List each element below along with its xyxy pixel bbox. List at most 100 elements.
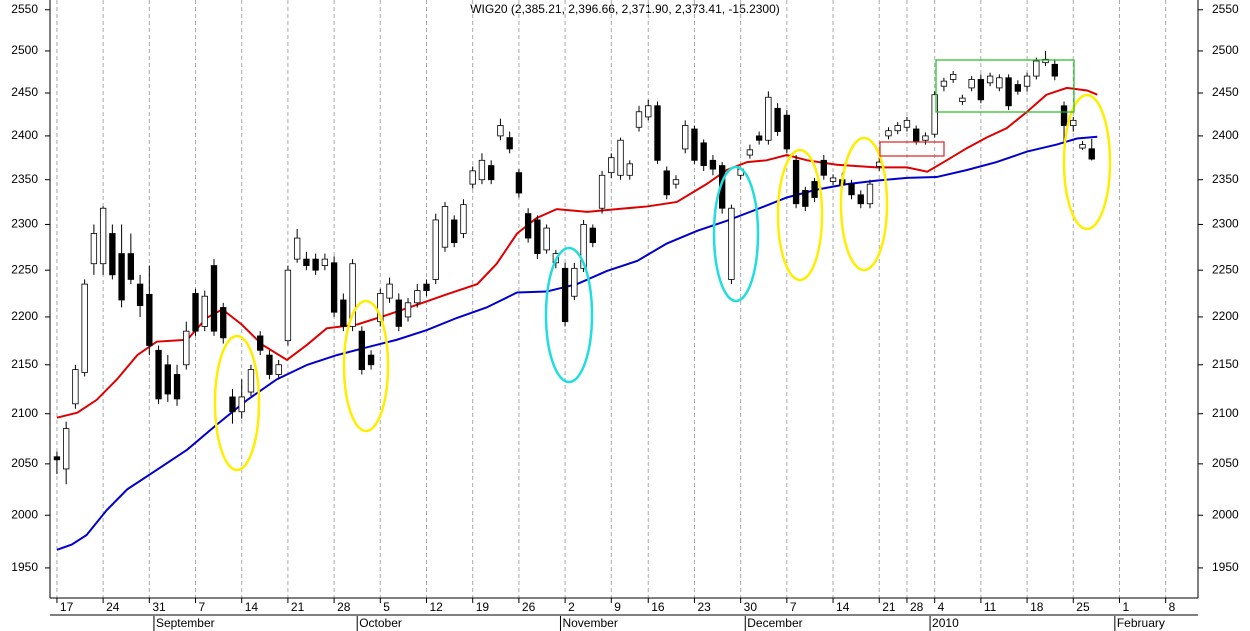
candle-body (451, 219, 458, 244)
y-tick-label: 2150 (11, 357, 38, 371)
highlight-box (935, 59, 1075, 113)
candle-body (996, 77, 1003, 89)
candle-body (765, 96, 772, 141)
candle-body (728, 207, 735, 280)
candle-body (358, 330, 366, 371)
candle-body (857, 194, 864, 205)
candle-body (543, 227, 550, 251)
candle-body (1033, 60, 1040, 77)
candle-body (99, 207, 107, 265)
candle-body (62, 428, 70, 470)
annotations (213, 59, 1112, 472)
candle-body (866, 183, 874, 205)
candle-body (1079, 144, 1086, 149)
x-tick-label: 18 (1030, 600, 1044, 614)
candle-body (608, 157, 615, 174)
y-tick-label: 2450 (11, 85, 38, 99)
month-label: 2010 (932, 616, 959, 630)
plot: 17 24 31 7 14 21 28 5 12 19 26 2 9 16 23 30 7 14 21 28 4 11 18… (11, 0, 1239, 631)
candle-body (367, 354, 375, 366)
highlight-ellipse (776, 148, 824, 282)
candle-body (460, 204, 467, 234)
candle-body (959, 97, 966, 102)
candle-body (109, 233, 116, 276)
y-tick-label: 2200 (1212, 309, 1239, 323)
candle-body (506, 137, 513, 150)
candle-body (127, 253, 135, 280)
candle-body (423, 283, 430, 292)
y-tick-label: 2500 (11, 43, 38, 57)
x-tick-label: 14 (836, 600, 850, 614)
candle-body (534, 219, 541, 254)
y-tick-label: 2550 (1212, 2, 1239, 16)
y-tick-label: 2250 (1212, 262, 1239, 276)
candle-body (783, 114, 791, 150)
candle-body (330, 262, 338, 313)
x-tick-label: 17 (60, 600, 74, 614)
candle-body (220, 307, 227, 339)
candle-body (977, 79, 985, 101)
candle-body (682, 125, 689, 150)
x-tick-label: 7 (199, 600, 206, 614)
candle-body (81, 283, 88, 373)
candle-body (201, 295, 208, 327)
candle-body (903, 119, 911, 128)
candle-body (598, 174, 606, 209)
candle-body (561, 267, 569, 323)
x-tick-label: 24 (106, 600, 120, 614)
y-tick-label: 2050 (11, 456, 38, 470)
candle-body (515, 172, 523, 194)
y-tick-label: 2350 (1212, 172, 1239, 186)
x-tick-label: 12 (430, 600, 444, 614)
candle-body (488, 165, 495, 181)
candle-body (349, 263, 356, 327)
candle-body (635, 111, 643, 128)
candle-body (1042, 58, 1049, 64)
x-tick-label: 21 (291, 600, 305, 614)
y-tick-label: 2000 (11, 507, 38, 521)
candle-body (1051, 63, 1058, 77)
x-tick-label: 5 (383, 600, 390, 614)
candle-body (949, 74, 957, 80)
candle-body (829, 177, 837, 182)
candle-body (885, 130, 892, 137)
candle-body (72, 369, 79, 405)
x-tick-label: 31 (152, 600, 166, 614)
x-tick-label: 1 (1122, 600, 1129, 614)
candle-body (755, 135, 763, 141)
candle-body (229, 396, 236, 413)
candle-body (469, 170, 476, 185)
candle-body (247, 369, 255, 393)
y-tick-label: 2450 (1212, 85, 1239, 99)
candle-body (404, 302, 412, 318)
x-tick-label: 30 (744, 600, 758, 614)
candle-body (377, 293, 384, 323)
x-tick-label: 21 (882, 600, 896, 614)
highlight-box (879, 141, 945, 157)
candle-body (293, 237, 301, 260)
y-tick-label: 2250 (11, 262, 38, 276)
candle-body (275, 364, 282, 375)
x-tick-label: 23 (697, 600, 711, 614)
candle-body (192, 293, 199, 332)
x-tick-label: 8 (1169, 600, 1176, 614)
x-tick-label: 4 (938, 600, 945, 614)
candle-body (1060, 105, 1068, 126)
candle-body (1070, 119, 1077, 126)
candle-body (136, 283, 144, 307)
candle-body (432, 219, 439, 280)
month-label: February (1117, 616, 1165, 630)
candle-body (395, 299, 402, 327)
x-tick-label: 28 (910, 600, 924, 614)
highlight-ellipse (544, 246, 594, 384)
x-tick-label: 11 (984, 600, 997, 614)
x-tick-label: 7 (790, 600, 797, 614)
candle-body (820, 159, 827, 176)
candle-body (53, 456, 61, 461)
x-tick-label: 25 (1076, 600, 1090, 614)
candle-body (811, 181, 818, 198)
candle-body (663, 170, 670, 196)
candle-body (210, 265, 218, 332)
y-tick-label: 2400 (11, 128, 38, 142)
